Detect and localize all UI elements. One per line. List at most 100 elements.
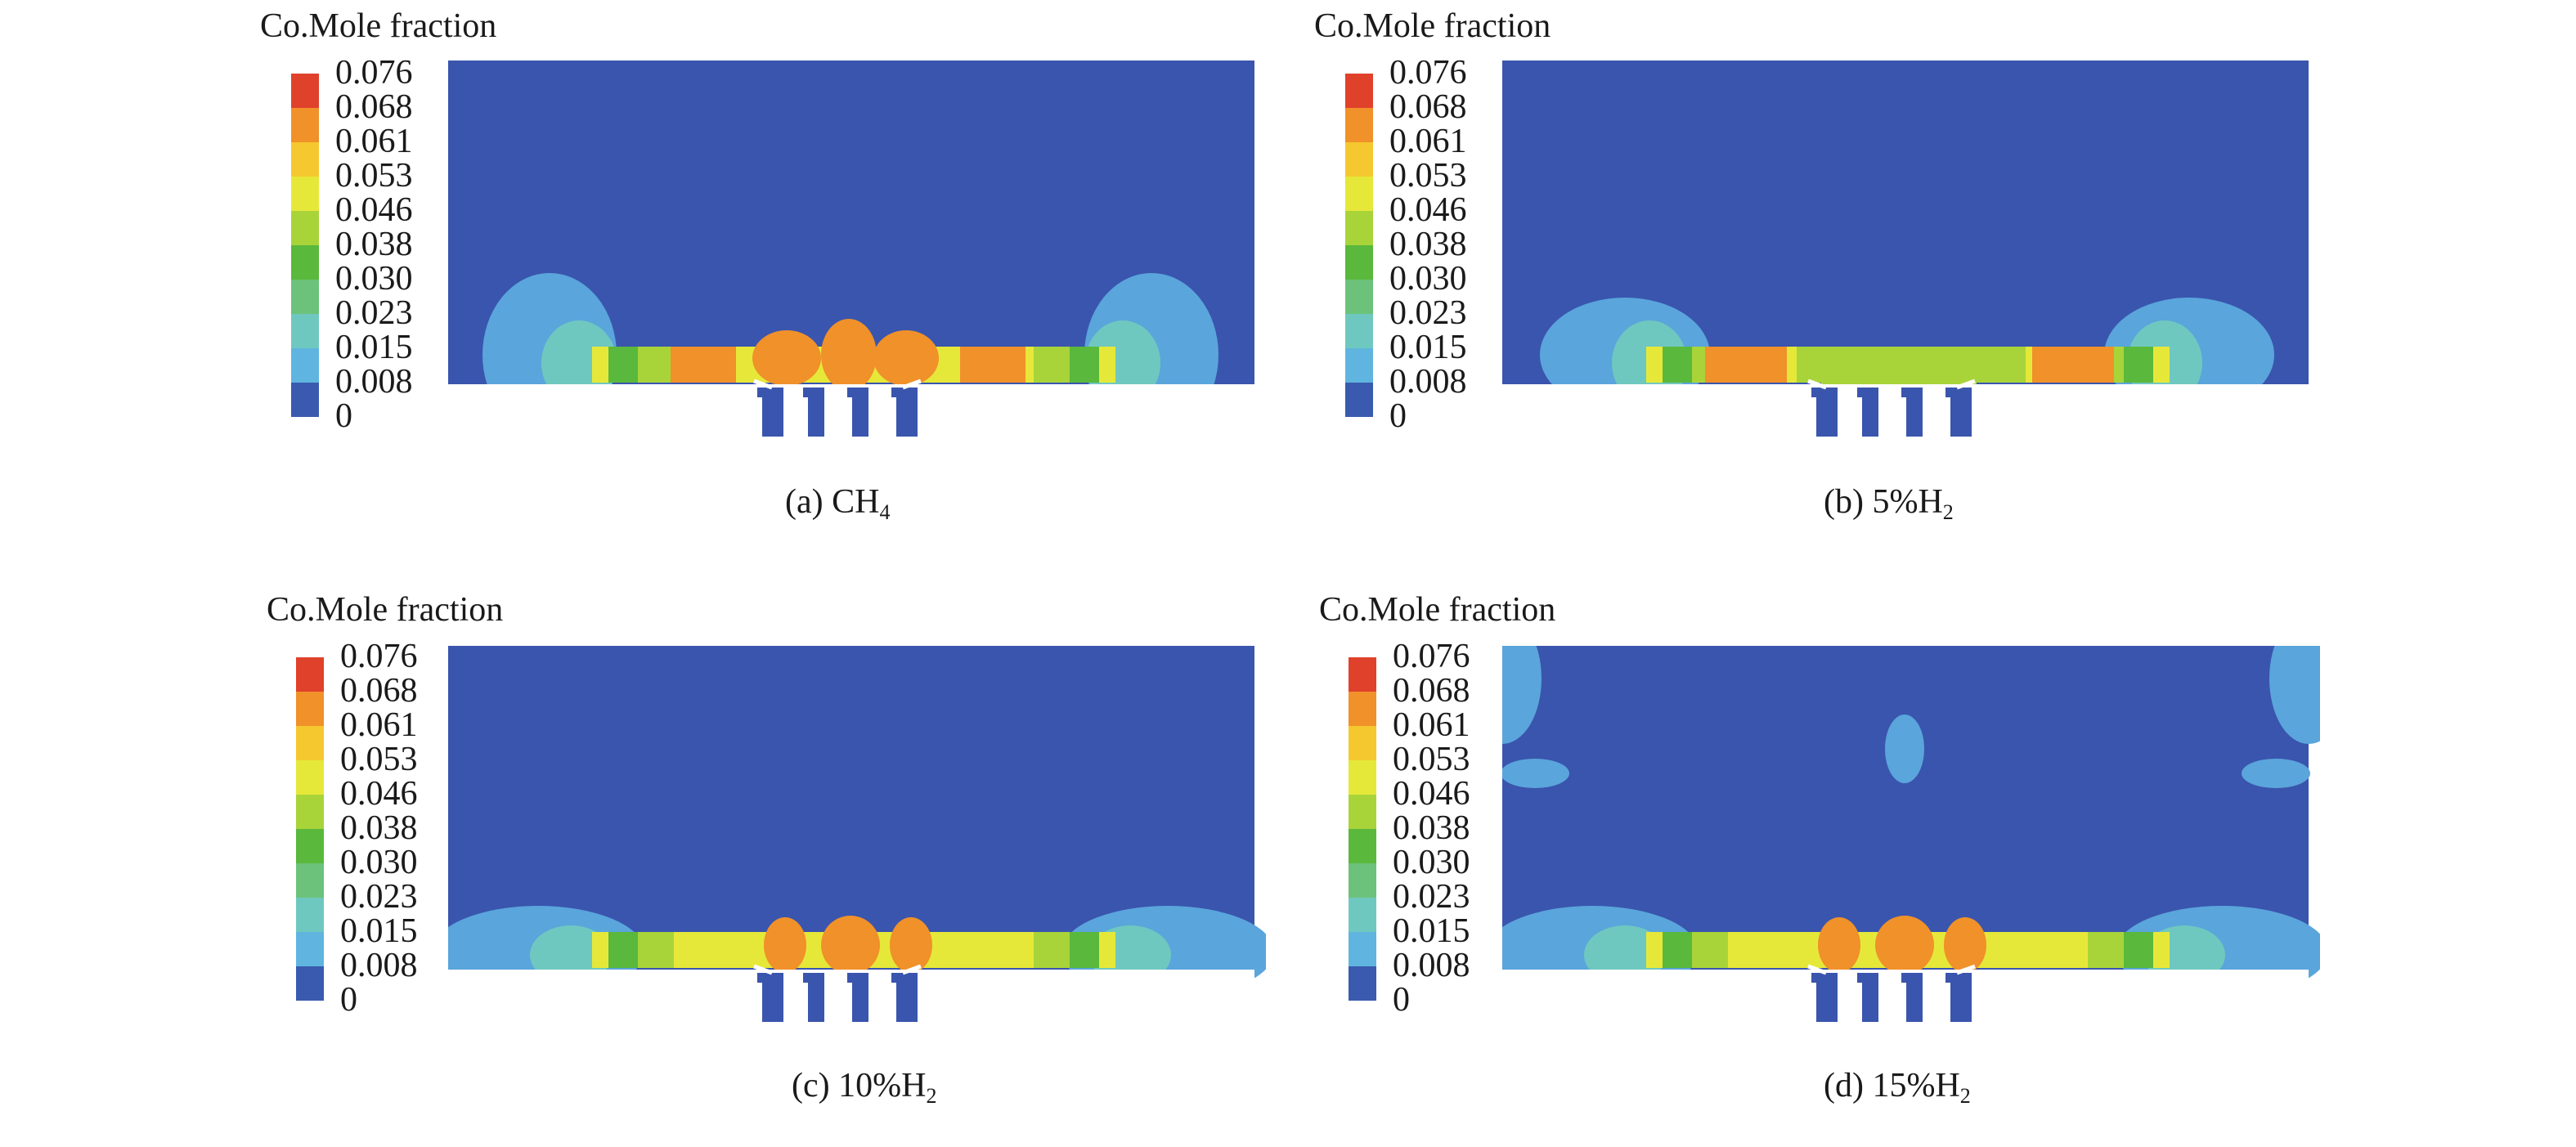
burner-cap [847, 388, 868, 397]
concentration-band [1705, 347, 1787, 383]
colorbar-tick-label: 0.053 [1393, 741, 1470, 778]
concentration-band [608, 347, 638, 383]
colorbar-segment [296, 829, 324, 863]
colorbar-tick-label: 0.053 [335, 157, 413, 195]
flow-streamline [1807, 964, 1827, 975]
contour-field [448, 646, 1266, 1038]
contour-plot [1502, 646, 2320, 1038]
concentration-lobe [1818, 917, 1860, 973]
colorbar-tick-label: 0.061 [335, 123, 413, 160]
concentration-band [2088, 932, 2124, 968]
concentration-band [1070, 347, 1099, 383]
colorbar-tick-label: 0.061 [340, 706, 418, 744]
colorbar-tick-label: 0.046 [335, 191, 413, 229]
colorbar-segment [291, 314, 319, 348]
colorbar-segment [296, 760, 324, 795]
colorbar [1349, 657, 1376, 1001]
concentration-lobe [873, 330, 939, 386]
colorbar-tick-label: 0.023 [1393, 878, 1470, 916]
concentration-lobe [1944, 917, 1986, 973]
colorbar-segment [1349, 829, 1376, 863]
concentration-lobe [2242, 759, 2310, 788]
colorbar-segment [1349, 795, 1376, 829]
colorbar-tick-label: 0.008 [1389, 363, 1467, 401]
colorbar [296, 657, 324, 1001]
concentration-band [1222, 942, 1254, 970]
colorbar-tick-label: 0.015 [1389, 329, 1467, 366]
burner-nozzle [1906, 975, 1923, 1022]
burner-cap [803, 973, 824, 983]
flow-streamline [1807, 379, 1827, 390]
colorbar-tick-label: 0.015 [340, 912, 418, 950]
burner-cap [891, 388, 918, 397]
burner-cap [1811, 388, 1838, 397]
colorbar-tick-label: 0.068 [1389, 88, 1467, 126]
colorbar-tick-label: 0.068 [335, 88, 413, 126]
colorbar-segment [1345, 245, 1373, 280]
colorbar-segment [1345, 142, 1373, 177]
colorbar-segment [296, 795, 324, 829]
colorbar-tick-label: 0.061 [1389, 123, 1467, 160]
contour-field [1502, 60, 2320, 453]
concentration-lobe [821, 319, 877, 391]
concentration-lobe [1885, 715, 1924, 783]
contour-field [448, 60, 1266, 453]
colorbar-segment [291, 245, 319, 280]
colorbar-tick-label: 0.046 [1389, 191, 1467, 229]
panel-c: Co.Mole fraction 0.076 0.068 0.061 0.053 0.0… [0, 584, 1288, 1147]
contour-plot [448, 646, 1266, 1038]
colorbar-segment [291, 211, 319, 245]
colorbar [1345, 74, 1373, 417]
colorbar-segment [291, 108, 319, 142]
flow-streamline [902, 964, 922, 975]
concentration-band [2032, 347, 2114, 383]
concentration-band [1797, 347, 2026, 383]
burner-nozzle [808, 975, 824, 1022]
colorbar-title: Co.Mole fraction [267, 591, 504, 629]
concentration-band [448, 942, 481, 970]
colorbar-tick-label: 0.015 [335, 329, 413, 366]
panel-a: Co.Mole fraction 0.076 0.068 0.061 0.053 0.0… [0, 0, 1288, 563]
concentration-lobe [2269, 646, 2320, 744]
colorbar-segment [1349, 692, 1376, 726]
burner-cap [1945, 388, 1972, 397]
concentration-band [2124, 347, 2153, 383]
concentration-band [1034, 347, 1070, 383]
colorbar-title: Co.Mole fraction [260, 7, 497, 45]
colorbar-tick-label: 0 [335, 397, 352, 435]
burner-cap [1857, 973, 1878, 983]
colorbar-tick-label: 0.023 [335, 294, 413, 332]
concentration-lobe [1502, 646, 1542, 744]
concentration-band [1502, 942, 1535, 970]
concentration-band [1034, 932, 1070, 968]
colorbar-segment [296, 966, 324, 1001]
contour-plot [448, 60, 1254, 453]
colorbar-tick-label: 0 [1393, 981, 1410, 1019]
colorbar-tick-label: 0.038 [1393, 809, 1470, 847]
burner-cap [1945, 973, 1972, 983]
burner-nozzle [1906, 389, 1923, 437]
colorbar-tick-label: 0.061 [1393, 706, 1470, 744]
colorbar-tick-label: 0.046 [340, 775, 418, 813]
burner-cap [1857, 388, 1878, 397]
colorbar-segment [291, 74, 319, 108]
burner-cap [803, 388, 824, 397]
colorbar-segment [1349, 657, 1376, 692]
colorbar-segment [296, 726, 324, 760]
colorbar-tick-label: 0.023 [1389, 294, 1467, 332]
colorbar-segment [291, 177, 319, 211]
contour-field [1502, 646, 2320, 1038]
colorbar-title: Co.Mole fraction [1314, 7, 1551, 45]
colorbar-segment [1349, 760, 1376, 795]
concentration-lobe [821, 916, 880, 975]
colorbar-tick-label: 0.008 [340, 947, 418, 984]
colorbar-segment [1345, 383, 1373, 417]
colorbar-tick-label: 0.038 [335, 226, 413, 263]
colorbar-tick-label: 0.023 [340, 878, 418, 916]
concentration-band [638, 932, 674, 968]
flow-streamline [902, 379, 922, 390]
panel-b: Co.Mole fraction 0.076 0.068 0.061 0.053 0.0… [1288, 0, 2576, 563]
flow-streamline [753, 379, 773, 390]
colorbar-segment [296, 863, 324, 898]
